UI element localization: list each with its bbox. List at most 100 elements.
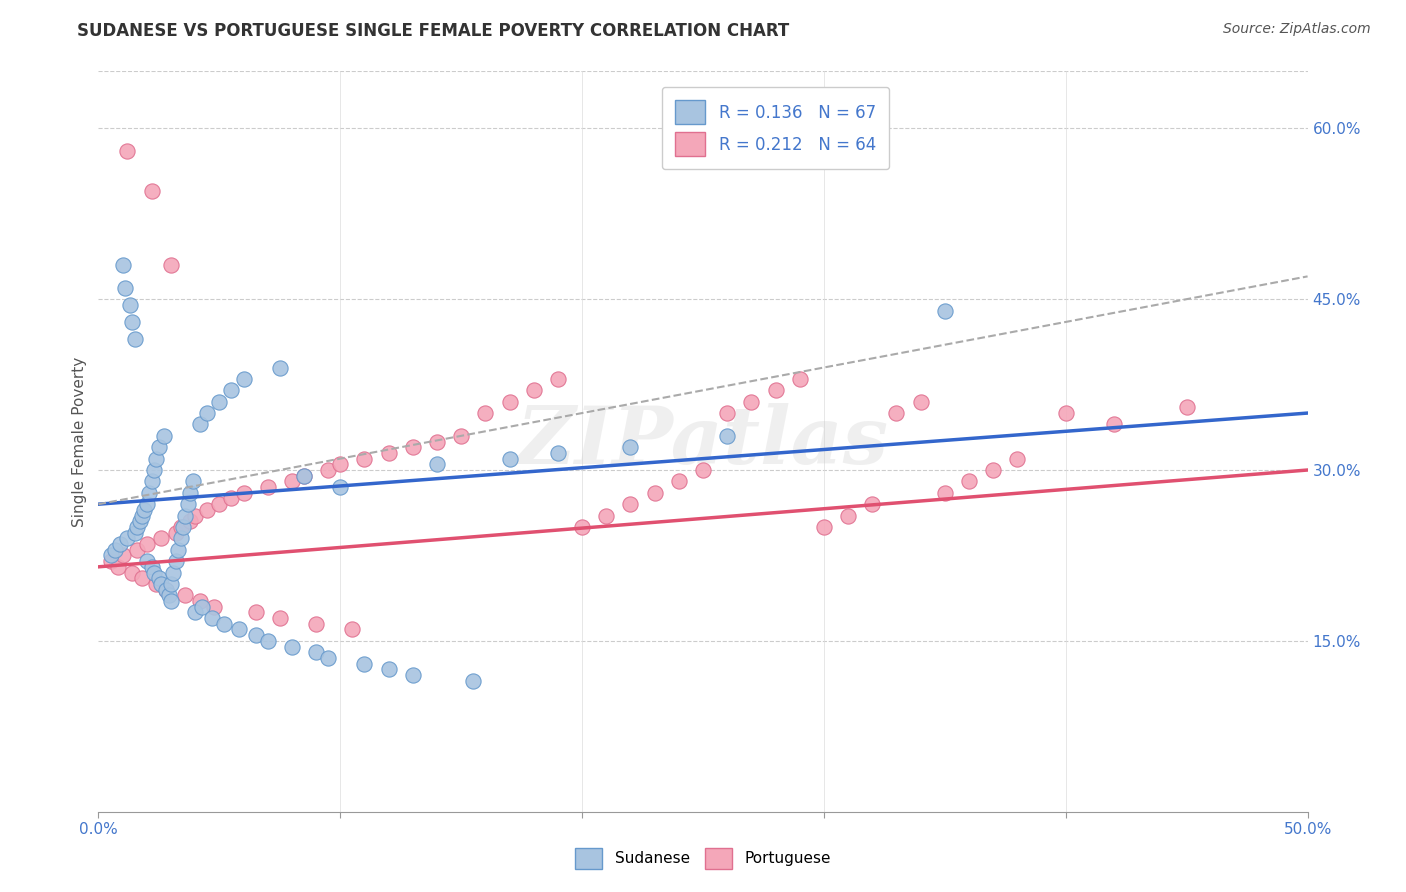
Point (329, 480, 352, 494)
Point (155, 582, 177, 597)
Point (860, 497, 883, 511)
Point (155, 582, 177, 597)
Point (188, 417, 211, 432)
Point (135, 497, 157, 511)
Point (1054, 406, 1077, 420)
Point (104, 542, 127, 557)
Point (498, 451, 520, 466)
Point (135, 554, 157, 568)
Point (426, 458, 449, 472)
Point (1102, 417, 1125, 432)
Point (281, 475, 304, 489)
Point (118, 298, 141, 312)
Point (179, 485, 201, 500)
Point (450, 429, 472, 443)
Point (232, 485, 254, 500)
Point (165, 525, 187, 540)
Point (148, 571, 170, 585)
Point (228, 623, 250, 637)
Point (114, 281, 136, 295)
Legend: Sudanese, Portuguese: Sudanese, Portuguese (568, 841, 838, 875)
Point (184, 606, 207, 620)
Point (138, 485, 160, 500)
Point (221, 384, 243, 398)
Point (145, 577, 167, 591)
Point (316, 463, 339, 477)
Point (141, 475, 163, 489)
Point (740, 394, 762, 409)
Point (150, 577, 173, 591)
Point (934, 485, 956, 500)
Point (269, 360, 291, 375)
Point (377, 662, 399, 676)
Point (208, 497, 231, 511)
Point (169, 532, 191, 546)
Point (221, 491, 243, 506)
Point (177, 497, 200, 511)
Point (141, 184, 163, 198)
Point (813, 520, 835, 534)
Point (117, 144, 139, 158)
Point (353, 657, 375, 671)
Point (124, 525, 146, 540)
Point (128, 514, 150, 528)
Point (107, 559, 129, 574)
Point (111, 258, 134, 272)
Point (127, 542, 149, 557)
Point (619, 440, 641, 454)
Point (179, 514, 201, 528)
Point (195, 406, 218, 420)
Point (162, 566, 184, 580)
Point (245, 628, 267, 642)
Point (474, 406, 496, 420)
Point (134, 503, 156, 517)
Point (463, 673, 485, 688)
Point (121, 315, 143, 329)
Point (181, 475, 204, 489)
Point (269, 611, 291, 625)
Point (1007, 451, 1029, 466)
Point (292, 468, 315, 483)
Point (145, 451, 167, 466)
Point (402, 668, 425, 682)
Point (292, 468, 315, 483)
Point (167, 542, 190, 557)
Point (111, 549, 134, 563)
Point (160, 577, 183, 591)
Point (232, 372, 254, 386)
Point (152, 429, 174, 443)
Point (668, 475, 690, 489)
Point (716, 406, 738, 420)
Legend: R = 0.136   N = 67, R = 0.212   N = 64: R = 0.136 N = 67, R = 0.212 N = 64 (662, 87, 889, 169)
Point (212, 616, 235, 631)
Point (377, 446, 399, 460)
Point (148, 440, 170, 454)
Point (100, 554, 122, 568)
Point (174, 588, 197, 602)
Point (765, 384, 787, 398)
Point (143, 566, 166, 580)
Point (157, 588, 180, 602)
Point (256, 480, 278, 494)
Point (204, 599, 226, 614)
Point (160, 258, 183, 272)
Point (174, 508, 197, 523)
Point (108, 537, 131, 551)
Point (342, 623, 364, 637)
Y-axis label: Single Female Poverty: Single Female Poverty (72, 357, 87, 526)
Point (184, 508, 207, 523)
Point (886, 406, 908, 420)
Point (172, 520, 194, 534)
Point (169, 520, 191, 534)
Point (595, 508, 617, 523)
Point (329, 458, 352, 472)
Point (837, 508, 859, 523)
Point (305, 645, 328, 659)
Point (934, 303, 956, 318)
Point (117, 532, 139, 546)
Point (135, 537, 157, 551)
Point (498, 394, 520, 409)
Point (165, 554, 187, 568)
Point (191, 599, 214, 614)
Point (644, 485, 666, 500)
